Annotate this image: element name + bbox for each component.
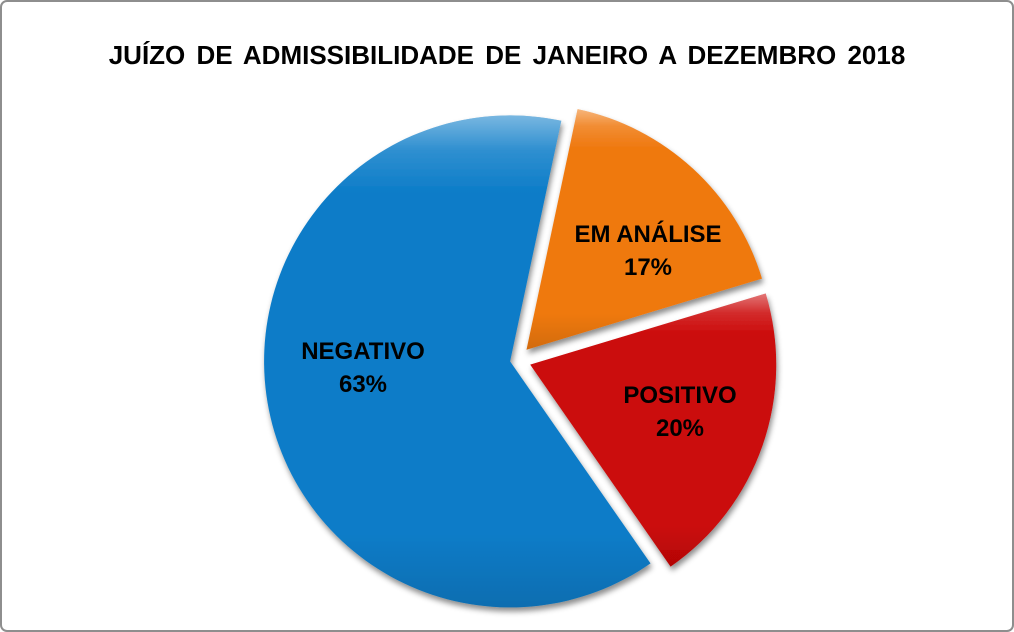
pie-slice-group-em-analise [526,109,762,350]
pie-slice-group-positivo [530,293,777,567]
pie-slice-bevel-negativo [264,115,651,608]
chart-title: JUÍZO DE ADMISSIBILIDADE DE JANEIRO A DE… [108,40,906,70]
pie-slice-bevel-positivo [530,293,777,567]
pie-slice-group-negativo [264,115,651,608]
pie-slice-bevel-em-analise [526,109,762,350]
